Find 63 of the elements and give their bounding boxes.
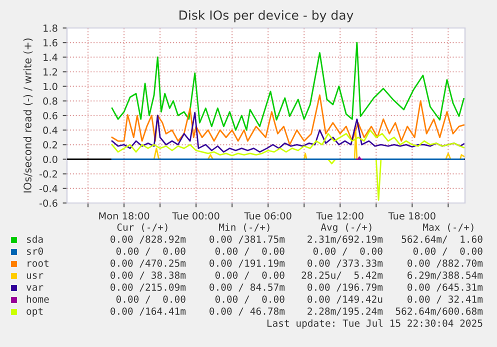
text: 562.64m/ 1.60 <box>402 235 482 244</box>
legend-label: usr <box>26 273 44 279</box>
y-axis-title: IOs/second read (-) / write (+) <box>23 38 33 192</box>
text: 0.00 / 32.41m <box>408 295 483 304</box>
text: 0.00 /164.41m <box>110 307 186 316</box>
text: 0.00 /470.25m <box>110 259 186 268</box>
text: 2.31m/692.19m <box>308 235 383 244</box>
y-tick-label: 0.0 <box>43 156 58 164</box>
text: Last update: Tue Jul 15 22:30:04 2025 <box>267 319 482 329</box>
y-tick-label: 0.8 <box>43 97 58 105</box>
text: 0.00 / 0.00 <box>116 247 186 256</box>
text: 2.28m/195.24m <box>308 307 383 316</box>
y-tick-label: -0.6 <box>39 199 58 207</box>
legend-label: sda <box>27 235 43 243</box>
y-tick-label: -0.2 <box>39 170 57 178</box>
text: 0.00 / 0.00 <box>116 295 186 304</box>
legend-label: var <box>26 285 44 291</box>
x-tick-label: Mon 18:00 <box>99 212 150 220</box>
x-tick-label: Tue 06:00 <box>244 212 292 220</box>
text: 0.00 /215.09m <box>110 283 186 292</box>
text: 0.00 /191.19m <box>210 259 285 268</box>
text: 0.00 / 46.78m <box>210 307 285 316</box>
text: 0.00 /828.92m <box>110 235 186 244</box>
text: 0.00 /149.42u <box>308 295 382 304</box>
y-tick-label: 1.0 <box>44 82 58 90</box>
text: 0.00 /645.31m <box>408 283 483 292</box>
text: 0.00 / 0.00 <box>215 247 284 256</box>
text: 28.25u/ 5.42m <box>302 271 383 280</box>
y-tick-label: 1.2 <box>44 68 57 76</box>
y-tick-label: 0.2 <box>43 141 57 148</box>
legend-label: sr0 <box>27 247 43 255</box>
y-tick-label: 0.4 <box>43 126 58 134</box>
legend-label: root <box>28 260 48 267</box>
text: 0.00 / 0.00 <box>215 271 284 280</box>
text: 0.00 / 0.00 <box>313 247 382 256</box>
text: 0.00 /882.70m <box>408 259 483 268</box>
line-series <box>111 42 464 131</box>
x-tick-label: Tue 18:00 <box>388 212 436 220</box>
text: 0.00 / 84.57m <box>210 283 285 292</box>
y-tick-label: 1.6 <box>44 39 58 46</box>
y-tick-label: 1.8 <box>44 24 58 32</box>
y-tick-label: -0.4 <box>39 184 58 192</box>
text: 0.00 / 0.00 <box>215 295 284 304</box>
x-tick-label: Tue 12:00 <box>316 212 364 220</box>
text: Max (-/+) <box>423 223 474 232</box>
text: Avg (-/+) <box>320 223 372 233</box>
text: 0.00 / 0.00 <box>413 247 482 256</box>
text: 0.00 /381.75m <box>210 235 285 244</box>
y-tick-label: 1.4 <box>44 54 58 61</box>
line-series <box>111 94 464 146</box>
chart-title: Disk IOs per device - by day <box>180 10 354 22</box>
y-tick-label: 0.6 <box>43 112 58 120</box>
text: Cur (-/+) <box>117 223 168 232</box>
text: 6.29m/388.54m <box>408 271 483 280</box>
line-series <box>111 112 464 153</box>
legend-label: opt <box>26 308 43 317</box>
text: Min (-/+) <box>219 223 270 232</box>
text: 0.00 / 38.38m <box>110 271 186 280</box>
text: 562.64m/600.68m <box>396 307 483 316</box>
text: 0.00 /373.33m <box>308 259 383 268</box>
x-tick-label: Tue 00:00 <box>172 212 220 220</box>
legend-label: home <box>26 295 49 303</box>
text: 0.00 /196.79m <box>308 283 383 292</box>
